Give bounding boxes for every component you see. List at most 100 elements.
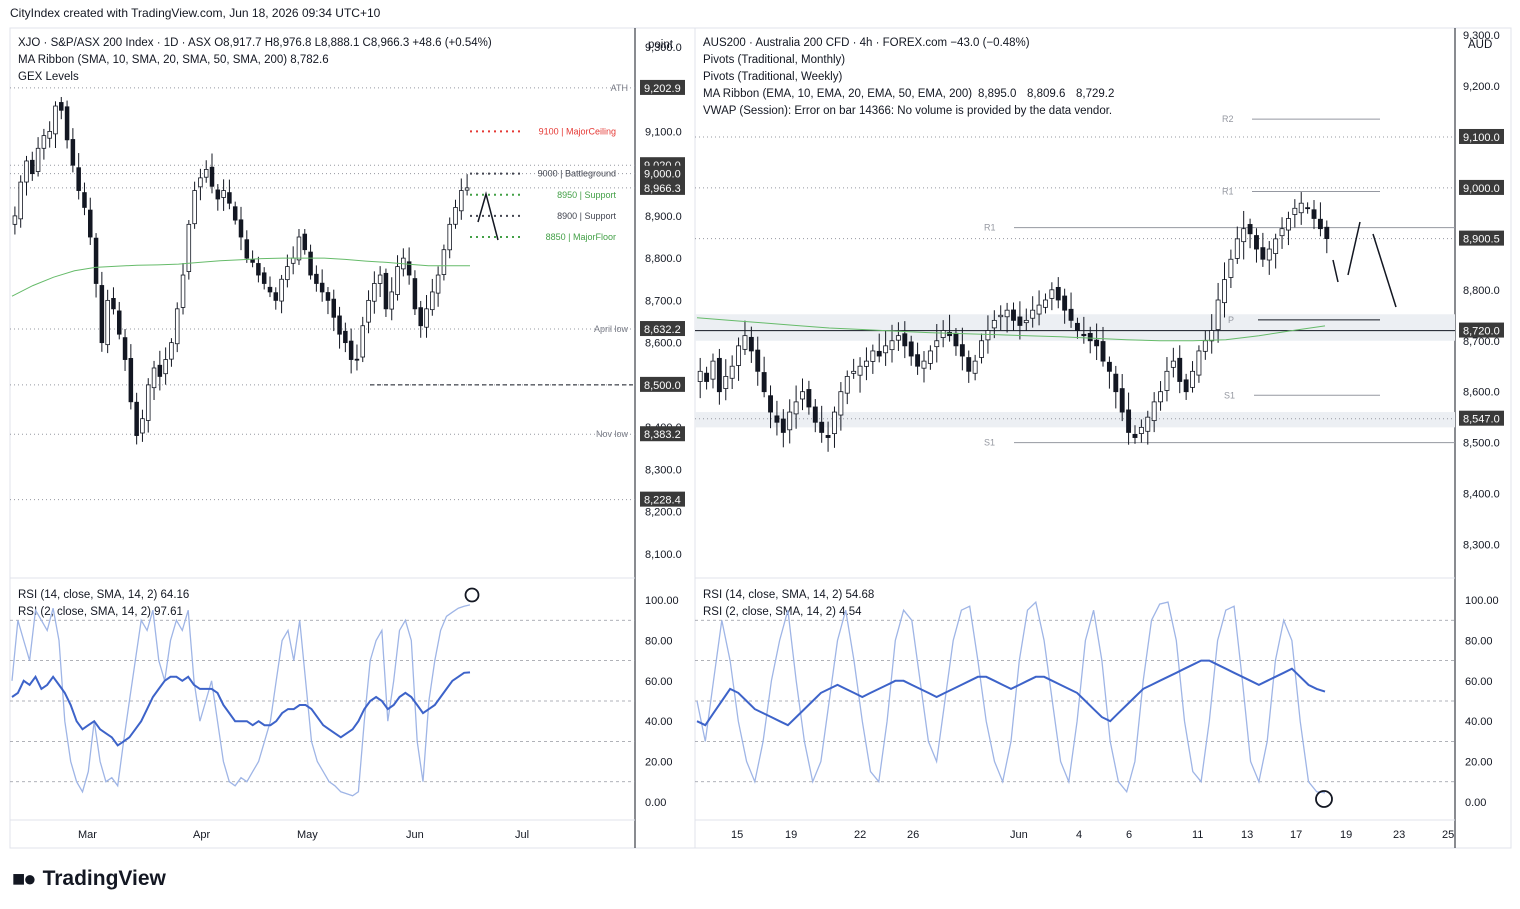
right-candle-body — [1273, 238, 1279, 254]
right-candle-body — [1196, 350, 1202, 376]
outer-frame — [9, 27, 1512, 849]
left-candle-body — [238, 219, 244, 238]
left-y-tick: 8,900.0 — [645, 211, 682, 223]
tradingview-logo[interactable]: ■● TradingView — [12, 866, 166, 892]
right-y-tick: 8,700.0 — [1463, 336, 1500, 348]
right-legend-0: AUS200 · Australia 200 CFD · 4h · FOREX.… — [703, 37, 1030, 49]
right-rsi-tick: 60.00 — [1465, 676, 1493, 688]
right-price-panel[interactable]: AUS200 · Australia 200 CFD · 4h · FOREX.… — [695, 30, 1504, 841]
left-candle-body — [203, 169, 209, 178]
right-candle-body — [819, 421, 825, 433]
left-rsi-marker — [464, 587, 480, 603]
right-candle-body — [1324, 226, 1330, 240]
pivot-label: P — [1228, 315, 1234, 325]
left-candle-body — [122, 337, 128, 360]
left-y-tick: 8,600.0 — [645, 338, 682, 350]
right-candle-body — [1138, 426, 1144, 434]
left-rsi-panel[interactable]: RSI (14, close, SMA, 14, 2) 64.16 RSI (2,… — [10, 587, 679, 809]
left-price-label: 9,202.9 — [644, 83, 681, 95]
left-price-label: 8,500.0 — [644, 380, 681, 392]
left-candle-body — [151, 367, 157, 389]
right-candle-body — [1247, 224, 1253, 235]
left-rsi2-line — [11, 604, 471, 797]
right-candle-body — [895, 335, 901, 341]
right-rsi-panel[interactable]: RSI (14, close, SMA, 14, 2) 54.68 RSI (2,… — [695, 589, 1499, 809]
left-candle-body — [198, 177, 203, 188]
right-candle-body — [863, 360, 869, 367]
left-price-panel[interactable]: XJO · S&P/ASX 200 Index · 1D · ASX O8,91… — [10, 37, 685, 841]
left-candle-body — [209, 166, 215, 187]
left-candle-body — [261, 272, 267, 284]
pivot-label: S1 — [984, 438, 995, 448]
left-arrow — [477, 191, 499, 241]
right-price-label-bg — [1459, 179, 1504, 195]
left-candle-body — [221, 190, 226, 198]
left-candle-body — [337, 315, 342, 335]
left-legend-2: GEX Levels — [18, 71, 79, 83]
left-y-tick: 8,100.0 — [645, 549, 682, 561]
right-zone-lower — [695, 412, 1455, 428]
left-y-tick: 8,300.0 — [645, 464, 682, 476]
left-price-label-bg — [640, 491, 685, 507]
right-candle-body — [838, 391, 844, 416]
right-candle-body — [1081, 333, 1087, 337]
left-candle-body — [88, 209, 93, 238]
right-price-label-bg — [1459, 322, 1504, 338]
right-x-tick: 19 — [785, 829, 797, 841]
right-candle-body — [1266, 248, 1272, 261]
left-candle-body — [343, 330, 348, 344]
gex-level-label: 9100 | MajorCeiling — [539, 126, 616, 136]
left-candle-body — [163, 359, 168, 375]
left-candle-body — [406, 261, 412, 276]
right-x-tick: 23 — [1393, 829, 1405, 841]
right-x-tick: 17 — [1290, 829, 1302, 841]
right-candle-body — [1094, 339, 1100, 347]
right-candle-body — [966, 357, 972, 372]
right-y-tick: 8,300.0 — [1463, 540, 1500, 552]
left-candle-body — [47, 130, 52, 139]
right-candle-body — [1241, 228, 1247, 243]
left-candle-body — [215, 189, 221, 200]
right-candle-body — [1254, 235, 1259, 250]
right-candle-body — [1106, 361, 1112, 372]
right-ema10-value: 8,895.0 — [978, 88, 1016, 100]
left-y-tick: 9,300.0 — [645, 42, 682, 54]
chart-byline: CityIndex created with TradingView.com, … — [10, 6, 381, 20]
left-candle-body — [366, 299, 371, 323]
pivot-label: R1 — [984, 223, 996, 233]
right-candle-body — [704, 372, 710, 382]
right-candle-body — [832, 411, 837, 435]
left-y-tick: 8,200.0 — [645, 507, 682, 519]
left-y-tick: 8,800.0 — [645, 253, 682, 265]
left-candle-body — [325, 292, 331, 301]
right-candle-body — [1132, 433, 1138, 438]
right-candle-body — [902, 333, 908, 347]
right-candle-body — [1202, 340, 1208, 352]
right-arrow-2 — [1347, 221, 1361, 276]
right-candle-body — [1279, 228, 1285, 237]
left-candle-body — [53, 105, 58, 135]
left-price-label-bg — [640, 165, 685, 181]
right-legend-1: Pivots (Traditional, Monthly) — [703, 54, 845, 66]
right-candle-body — [1292, 207, 1298, 215]
gex-level-label: 9000 | Battleground — [538, 169, 616, 179]
right-rsi-tick: 100.00 — [1465, 595, 1499, 607]
right-price-label: 9,000.0 — [1463, 183, 1500, 195]
right-price-label: 8,900.5 — [1463, 234, 1500, 246]
left-axis-unit: point — [648, 39, 674, 51]
left-price-label: 8,632.2 — [644, 324, 681, 336]
left-candle-body — [35, 147, 41, 172]
right-candle-body — [1113, 373, 1119, 393]
right-candle-body — [697, 370, 703, 382]
right-candle-body — [857, 365, 863, 376]
right-x-tick: 13 — [1241, 829, 1253, 841]
left-candle-body — [180, 274, 186, 308]
left-candle-body — [256, 263, 261, 276]
left-candle-body — [308, 251, 313, 276]
right-candle-body — [908, 341, 914, 357]
left-price-label-bg — [640, 426, 685, 442]
right-rsi2-line — [696, 600, 1326, 794]
right-candle-body — [800, 391, 805, 400]
right-candle-body — [1177, 357, 1183, 382]
